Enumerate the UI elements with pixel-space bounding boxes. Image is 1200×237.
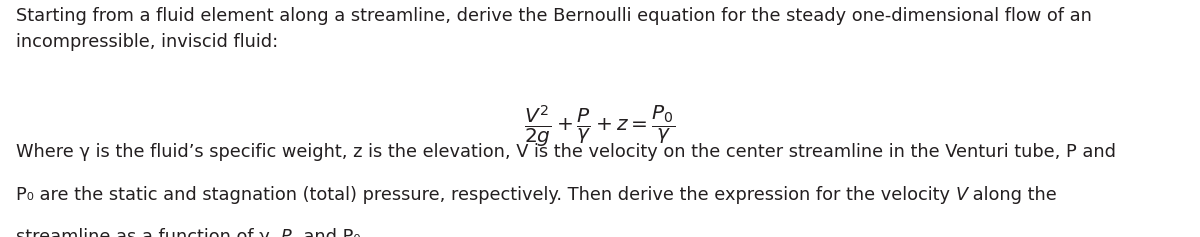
Text: P₀ are the static and stagnation (total) pressure, respectively. Then derive the: P₀ are the static and stagnation (total)…: [16, 186, 955, 204]
Text: Where γ is the fluid’s specific weight, z is the elevation, V is the velocity on: Where γ is the fluid’s specific weight, …: [16, 143, 1116, 161]
Text: streamline as a function of γ,: streamline as a function of γ,: [16, 228, 281, 237]
Text: P: P: [281, 228, 292, 237]
Text: along the: along the: [967, 186, 1057, 204]
Text: , and P₀.: , and P₀.: [292, 228, 366, 237]
Text: $\dfrac{V^2}{2g} + \dfrac{P}{\gamma} + z = \dfrac{P_0}{\gamma}$: $\dfrac{V^2}{2g} + \dfrac{P}{\gamma} + z…: [524, 104, 676, 150]
Text: V: V: [955, 186, 967, 204]
Text: Starting from a fluid element along a streamline, derive the Bernoulli equation : Starting from a fluid element along a st…: [16, 7, 1092, 51]
